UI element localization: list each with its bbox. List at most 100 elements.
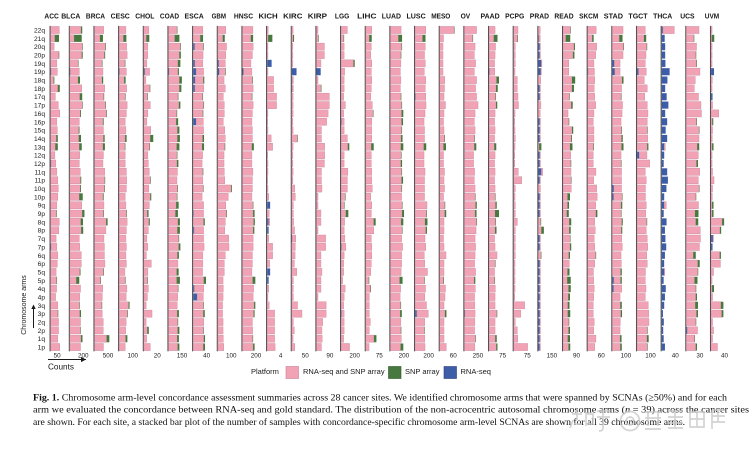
- svg-text:30: 30: [696, 353, 704, 360]
- svg-text:1p: 1p: [38, 345, 46, 352]
- svg-text:12p: 12p: [34, 161, 45, 168]
- svg-text:6q: 6q: [38, 253, 46, 260]
- svg-text:11p: 11p: [34, 178, 45, 185]
- svg-text:COAD: COAD: [160, 12, 180, 21]
- svg-text:Platform: Platform: [251, 367, 279, 376]
- svg-text:13q: 13q: [34, 144, 45, 151]
- svg-text:75: 75: [499, 353, 507, 360]
- svg-text:PAAD: PAAD: [481, 12, 501, 21]
- svg-text:PCPG: PCPG: [505, 12, 524, 21]
- svg-text:BRCA: BRCA: [86, 12, 106, 21]
- svg-text:1q: 1q: [38, 336, 46, 343]
- svg-text:4: 4: [279, 353, 283, 360]
- svg-text:100: 100: [645, 353, 656, 360]
- svg-text:are shown. For each site, a st: are shown. For each site, a stacked bar …: [33, 417, 685, 428]
- svg-text:3q: 3q: [38, 303, 46, 310]
- svg-text:BLCA: BLCA: [61, 12, 81, 21]
- svg-text:19p: 19p: [34, 69, 45, 76]
- svg-text:CHOL: CHOL: [135, 12, 155, 21]
- svg-text:40: 40: [203, 353, 211, 360]
- svg-text:UVM: UVM: [705, 12, 719, 21]
- svg-text:200: 200: [423, 353, 434, 360]
- svg-text:UCS: UCS: [680, 12, 694, 21]
- svg-text:100: 100: [226, 353, 237, 360]
- svg-text:KIRP: KIRP: [308, 12, 327, 21]
- svg-text:100: 100: [127, 353, 138, 360]
- svg-text:RNA-seq: RNA-seq: [461, 367, 491, 376]
- svg-text:HNSC: HNSC: [234, 12, 254, 21]
- svg-text:ACC: ACC: [44, 12, 59, 21]
- svg-text:OV: OV: [461, 12, 471, 21]
- svg-text:20p: 20p: [34, 53, 45, 60]
- svg-text:50: 50: [54, 353, 62, 360]
- svg-text:PRAD: PRAD: [530, 12, 550, 21]
- svg-text:200: 200: [399, 353, 410, 360]
- svg-text:5p: 5p: [38, 278, 46, 285]
- svg-text:2q: 2q: [38, 320, 46, 327]
- svg-text:9q: 9q: [38, 203, 46, 210]
- svg-text:ESCA: ESCA: [185, 12, 205, 21]
- svg-text:LUSC: LUSC: [407, 12, 427, 21]
- svg-text:22q: 22q: [34, 28, 45, 35]
- svg-text:6p: 6p: [38, 261, 46, 268]
- svg-text:LUAD: LUAD: [382, 12, 402, 21]
- svg-text:20q: 20q: [34, 44, 45, 51]
- svg-text:150: 150: [547, 353, 558, 360]
- svg-text:TGCT: TGCT: [628, 12, 648, 21]
- svg-text:9p: 9p: [38, 211, 46, 218]
- svg-text:250: 250: [473, 353, 484, 360]
- svg-text:16q: 16q: [34, 111, 45, 118]
- svg-text:arm we evaluated the concordan: arm we evaluated the concordance between…: [33, 405, 749, 416]
- svg-text:21q: 21q: [34, 36, 45, 43]
- svg-text:90: 90: [326, 353, 334, 360]
- svg-text:14q: 14q: [34, 136, 45, 143]
- svg-text:4p: 4p: [38, 295, 46, 302]
- svg-text:19q: 19q: [34, 61, 45, 68]
- svg-text:10q: 10q: [34, 186, 45, 193]
- svg-text:LGG: LGG: [335, 12, 349, 21]
- svg-text:3p: 3p: [38, 311, 46, 318]
- svg-text:200: 200: [78, 353, 89, 360]
- svg-text:500: 500: [103, 353, 114, 360]
- svg-text:100: 100: [621, 353, 632, 360]
- svg-text:17p: 17p: [34, 103, 45, 110]
- svg-text:90: 90: [573, 353, 581, 360]
- svg-text:40: 40: [721, 353, 729, 360]
- svg-text:2p: 2p: [38, 328, 46, 335]
- svg-text:Counts: Counts: [48, 363, 74, 372]
- svg-text:8p: 8p: [38, 228, 46, 235]
- svg-text:18q: 18q: [34, 78, 45, 85]
- svg-text:75: 75: [376, 353, 384, 360]
- svg-text:75: 75: [524, 353, 532, 360]
- svg-text:11q: 11q: [34, 169, 45, 176]
- svg-text:THCA: THCA: [653, 12, 673, 21]
- svg-text:8q: 8q: [38, 219, 46, 226]
- svg-text:16p: 16p: [34, 119, 45, 126]
- svg-text:18p: 18p: [34, 86, 45, 93]
- svg-text:CESC: CESC: [111, 12, 131, 21]
- svg-text:40: 40: [672, 353, 680, 360]
- svg-text:STAD: STAD: [604, 12, 624, 21]
- svg-text:15q: 15q: [34, 128, 45, 135]
- svg-text:17q: 17q: [34, 94, 45, 101]
- svg-text:7q: 7q: [38, 236, 46, 243]
- svg-text:200: 200: [349, 353, 360, 360]
- svg-text:7p: 7p: [38, 244, 46, 251]
- svg-text:60: 60: [598, 353, 606, 360]
- svg-text:RNA-seq and SNP array: RNA-seq and SNP array: [303, 367, 385, 376]
- svg-text:KIRC: KIRC: [283, 12, 303, 21]
- svg-text:5q: 5q: [38, 269, 46, 276]
- svg-text:SNP array: SNP array: [405, 367, 440, 376]
- svg-text:200: 200: [251, 353, 262, 360]
- svg-text:GBM: GBM: [212, 12, 226, 21]
- svg-text:20: 20: [154, 353, 162, 360]
- svg-text:KICH: KICH: [259, 12, 278, 21]
- svg-text:Chromosome arms: Chromosome arms: [21, 275, 28, 335]
- svg-text:150: 150: [177, 353, 188, 360]
- svg-text:60: 60: [450, 353, 458, 360]
- svg-text:4q: 4q: [38, 286, 46, 293]
- svg-text:50: 50: [302, 353, 310, 360]
- svg-text:12q: 12q: [34, 153, 45, 160]
- svg-text:READ: READ: [554, 12, 574, 21]
- svg-text:Fig. 1. Chromosome arm-level c: Fig. 1. Chromosome arm-level concordance…: [33, 393, 727, 404]
